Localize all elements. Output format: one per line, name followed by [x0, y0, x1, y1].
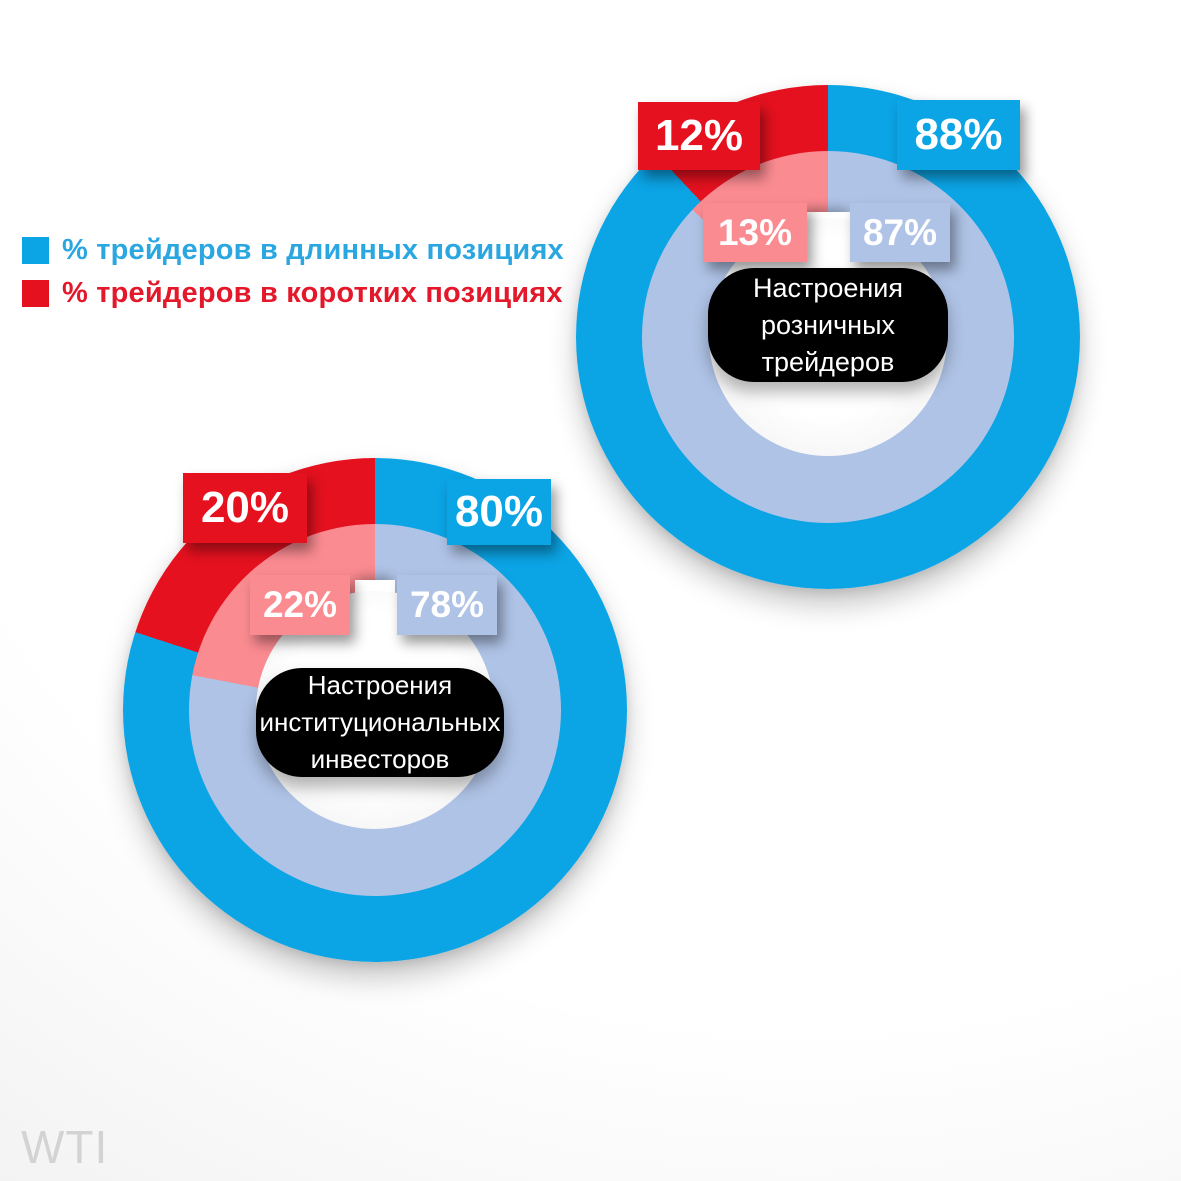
watermark-wti: WTI [21, 1121, 109, 1173]
retail-center-title-box: Настроения розничных трейдеров [708, 268, 948, 382]
retail-inner-short-label: 13% [703, 203, 807, 262]
retail-inner-long-label: 87% [850, 203, 950, 262]
center-title-line: трейдеров [761, 346, 895, 377]
chart-retail-sentiment: Настроения розничных трейдеров 12% 88% 1… [576, 85, 1080, 589]
center-title-line: Настроения [307, 670, 453, 700]
legend-row-long: % трейдеров в длинных позициях [22, 234, 564, 266]
center-title-line: инвесторов [310, 744, 450, 774]
chart-institutional-sentiment: Настроения институциональных инвесторов … [123, 458, 627, 962]
center-title-line: Настроения [752, 272, 904, 303]
retail-outer-long-label: 88% [897, 100, 1020, 170]
institutional-outer-short-label: 20% [183, 473, 307, 543]
legend-swatch-long-icon [22, 236, 49, 264]
legend-swatch-short-icon [22, 279, 49, 307]
institutional-outer-long-label: 80% [447, 479, 551, 545]
legend-label-short: % трейдеров в коротких позициях [62, 276, 563, 309]
center-title-line: институциональных [259, 707, 501, 737]
center-title-line: розничных [761, 309, 895, 340]
institutional-inner-long-label: 78% [397, 575, 497, 635]
retail-outer-short-label: 12% [638, 102, 760, 170]
legend-label-long: % трейдеров в длинных позициях [62, 233, 564, 266]
institutional-inner-short-label: 22% [250, 575, 350, 635]
legend-row-short: % трейдеров в коротких позициях [22, 277, 564, 309]
legend: % трейдеров в длинных позициях % трейдер… [22, 234, 564, 320]
institutional-center-title-box: Настроения институциональных инвесторов [256, 668, 504, 777]
